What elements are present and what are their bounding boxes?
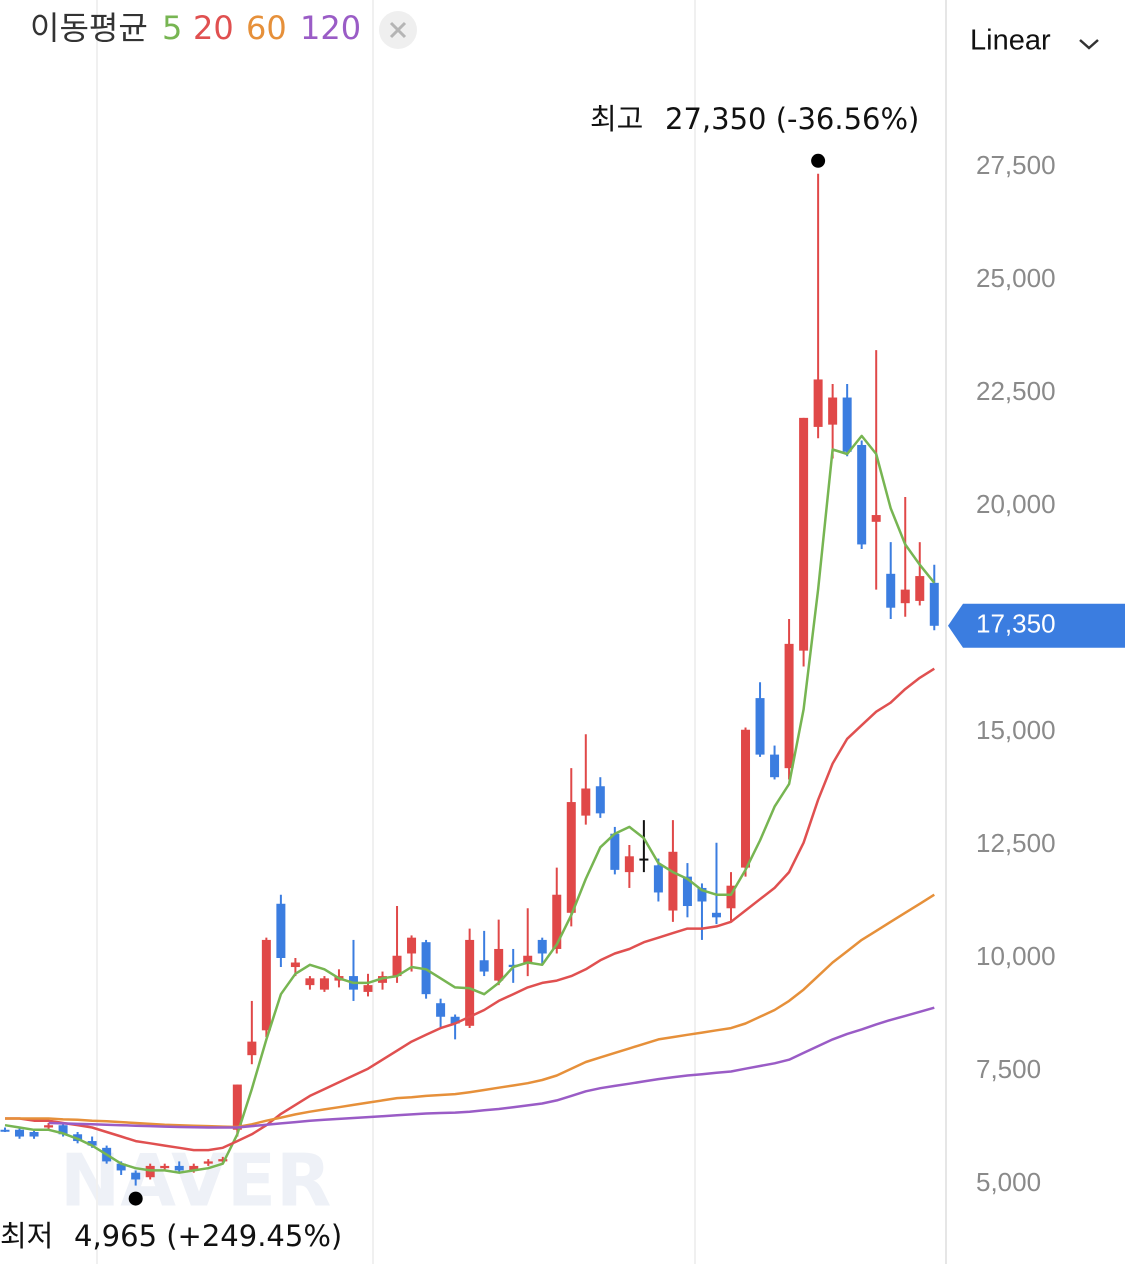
close-icon xyxy=(389,21,407,39)
low-label: 최저 xyxy=(0,1219,53,1253)
candle-body xyxy=(131,1172,141,1180)
candle-body xyxy=(900,589,910,604)
candle-body xyxy=(915,576,925,601)
last-price-tag xyxy=(948,603,1125,648)
candle-body xyxy=(799,417,809,651)
legend-entry: 60 xyxy=(246,9,287,47)
candle-body xyxy=(247,1041,257,1056)
moving-average-line xyxy=(5,893,935,1129)
candle-body xyxy=(624,856,634,873)
candle-body xyxy=(741,729,751,868)
candle-body xyxy=(828,397,838,425)
high-marker xyxy=(811,153,826,168)
y-tick-label: 12,500 xyxy=(976,828,1056,858)
legend-entry: 120 xyxy=(300,9,361,47)
candle-body xyxy=(436,1003,446,1017)
moving-average-line xyxy=(4,434,936,1174)
candle-body xyxy=(29,1132,39,1137)
y-tick-label: 25,000 xyxy=(976,263,1056,293)
candle-body xyxy=(392,955,402,977)
scale-label: Linear xyxy=(970,25,1051,57)
candle-body xyxy=(261,939,271,1031)
candle-body xyxy=(871,515,881,522)
scale-dropdown[interactable]: Linear xyxy=(970,25,1099,57)
last-price-label: 17,350 xyxy=(976,609,1056,639)
candle-body xyxy=(174,1165,184,1171)
candle-body xyxy=(479,960,489,972)
candle-body xyxy=(581,788,591,816)
candle-body xyxy=(523,955,533,963)
y-tick-label: 10,000 xyxy=(976,941,1056,971)
candle-body xyxy=(160,1165,170,1169)
high-text: 27,350 (-36.56%) xyxy=(665,102,919,136)
candle-body xyxy=(189,1165,199,1171)
candle-body xyxy=(595,786,605,814)
candle-body xyxy=(639,858,649,861)
candle-body xyxy=(407,937,417,954)
candle-body xyxy=(784,643,794,769)
moving-average-line xyxy=(5,667,935,1152)
legend-entry: 5 xyxy=(162,9,182,47)
candle-body xyxy=(203,1161,213,1164)
high-label: 최고 xyxy=(590,102,643,136)
low-text: 4,965 (+249.45%) xyxy=(74,1219,342,1253)
candle-body xyxy=(276,903,286,959)
candle-body xyxy=(232,1084,242,1130)
candle-body xyxy=(218,1159,228,1162)
candle-body xyxy=(494,948,504,981)
legend-title: 이동평균 xyxy=(30,9,148,47)
moving-average-line xyxy=(48,1006,935,1129)
candle-body xyxy=(857,444,867,545)
candle-body xyxy=(58,1125,68,1135)
y-tick-label: 15,000 xyxy=(976,715,1056,745)
candle-body xyxy=(668,851,678,911)
candle-body xyxy=(842,397,852,452)
plot-area xyxy=(0,173,939,1186)
candle-body xyxy=(319,978,329,990)
candle-body xyxy=(450,1016,460,1024)
candle-body xyxy=(755,698,765,755)
y-tick-label: 27,500 xyxy=(976,150,1056,180)
candle-body xyxy=(697,887,707,902)
candle-body xyxy=(552,894,562,949)
candle-body xyxy=(44,1125,54,1128)
y-tick-label: 7,500 xyxy=(976,1054,1041,1084)
candle-body xyxy=(0,1129,10,1132)
candle-body xyxy=(886,573,896,608)
candle-body xyxy=(653,865,663,893)
legend-entry: 20 xyxy=(193,9,234,47)
candle-body xyxy=(682,876,692,907)
candle-body xyxy=(87,1141,97,1146)
candle-body xyxy=(363,985,373,992)
y-tick-label: 22,500 xyxy=(976,376,1056,406)
candle-body xyxy=(537,939,547,954)
candle-body xyxy=(566,802,576,913)
candle-body xyxy=(15,1129,25,1137)
chevron xyxy=(1079,39,1099,50)
candle-body xyxy=(726,885,736,909)
candle-body xyxy=(711,912,721,918)
candle-body xyxy=(770,754,780,778)
candle-body xyxy=(813,379,823,427)
candle-body xyxy=(929,582,939,626)
candle-body xyxy=(465,939,475,1026)
candle-body xyxy=(305,978,315,986)
candle-body xyxy=(610,833,620,870)
close-button[interactable] xyxy=(379,11,417,49)
y-tick-label: 20,000 xyxy=(976,489,1056,519)
y-tick-label: 5,000 xyxy=(976,1167,1041,1197)
candle-body xyxy=(116,1163,126,1171)
low-marker xyxy=(128,1191,143,1206)
candle-body xyxy=(290,962,300,968)
